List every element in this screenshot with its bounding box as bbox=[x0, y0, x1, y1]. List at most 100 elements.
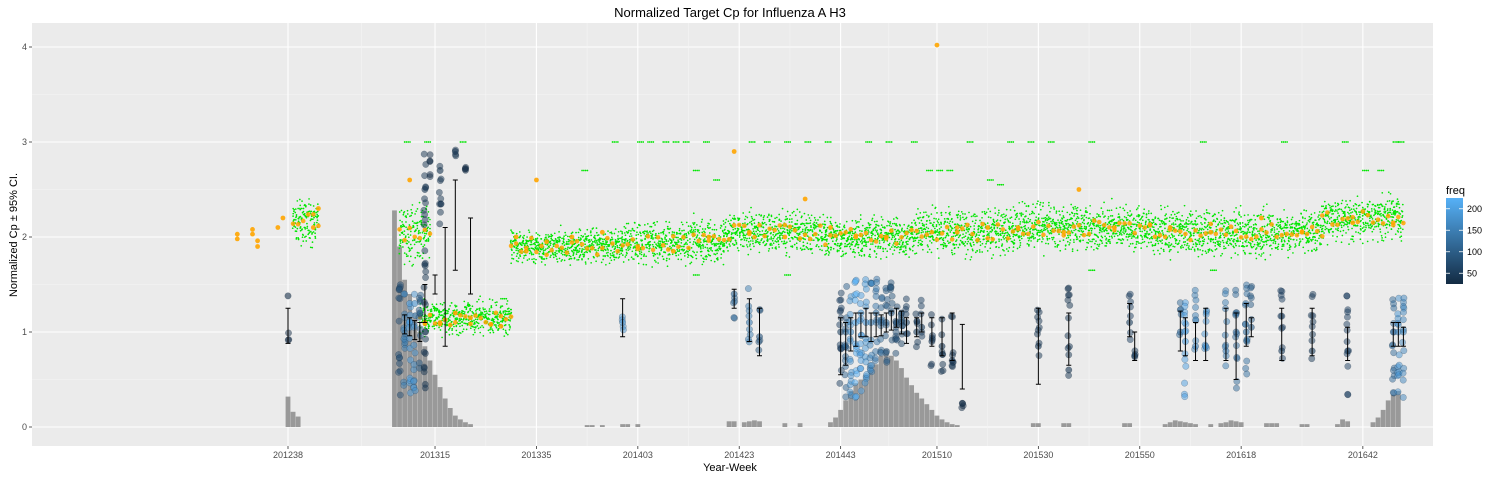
run-point bbox=[1140, 234, 1143, 237]
run-point bbox=[294, 218, 297, 221]
run-point bbox=[750, 206, 752, 209]
run-point bbox=[761, 222, 764, 225]
run-point bbox=[925, 220, 928, 222]
run-point bbox=[580, 238, 582, 241]
run-point bbox=[993, 221, 996, 224]
run-point bbox=[976, 215, 978, 217]
run-point bbox=[472, 333, 475, 336]
run-point bbox=[1186, 216, 1189, 219]
run-point bbox=[433, 327, 436, 330]
run-point bbox=[1076, 213, 1079, 215]
run-point bbox=[423, 244, 426, 246]
run-point bbox=[299, 227, 302, 229]
run-point bbox=[439, 329, 442, 331]
run-point bbox=[945, 234, 948, 237]
run-point bbox=[891, 222, 894, 225]
run-point bbox=[1101, 230, 1103, 233]
frequency-bar bbox=[924, 404, 930, 427]
run-point bbox=[405, 235, 407, 237]
run-point bbox=[412, 263, 415, 266]
run-point bbox=[677, 239, 679, 242]
run-point bbox=[596, 242, 599, 244]
run-point bbox=[1120, 233, 1123, 236]
run-point bbox=[727, 220, 730, 223]
run-point bbox=[881, 226, 884, 229]
run-point bbox=[428, 319, 430, 322]
run-point bbox=[314, 228, 317, 231]
run-point bbox=[955, 243, 958, 246]
run-point bbox=[961, 212, 964, 215]
frequency-bar bbox=[457, 419, 463, 427]
run-point bbox=[606, 245, 608, 248]
run-point bbox=[1198, 243, 1201, 245]
run-point bbox=[888, 236, 891, 239]
run-point bbox=[1031, 211, 1034, 214]
run-point bbox=[1167, 246, 1170, 248]
run-point bbox=[423, 236, 426, 239]
run-point bbox=[438, 310, 441, 313]
run-point bbox=[417, 240, 419, 243]
run-point bbox=[847, 238, 850, 241]
run-point bbox=[417, 221, 419, 224]
run-point bbox=[1150, 235, 1153, 238]
run-point bbox=[589, 231, 592, 234]
run-point bbox=[567, 240, 570, 243]
run-point bbox=[979, 240, 982, 243]
run-point bbox=[935, 224, 938, 226]
run-point bbox=[778, 213, 781, 216]
run-point bbox=[769, 238, 771, 240]
run-point bbox=[314, 235, 317, 238]
run-point bbox=[824, 223, 827, 226]
run-point bbox=[947, 205, 950, 208]
run-point bbox=[510, 311, 513, 314]
run-point bbox=[651, 252, 654, 254]
run-point bbox=[725, 241, 728, 244]
run-point bbox=[431, 325, 434, 328]
run-point bbox=[995, 241, 997, 243]
run-point bbox=[463, 311, 466, 313]
run-point bbox=[1023, 221, 1026, 223]
run-point bbox=[314, 237, 317, 239]
run-point bbox=[749, 243, 752, 246]
run-point bbox=[409, 234, 412, 236]
run-point bbox=[813, 228, 816, 230]
run-point bbox=[1193, 232, 1195, 234]
run-point bbox=[488, 308, 491, 310]
run-point bbox=[487, 329, 490, 332]
run-point bbox=[1160, 225, 1162, 228]
run-point bbox=[984, 212, 987, 215]
run-point bbox=[592, 244, 595, 246]
run-point bbox=[730, 219, 732, 222]
run-point bbox=[1193, 223, 1196, 225]
run-point bbox=[818, 230, 821, 232]
run-point bbox=[1069, 239, 1072, 241]
run-point bbox=[1223, 247, 1225, 250]
run-point bbox=[1133, 217, 1135, 220]
run-point bbox=[495, 315, 497, 318]
run-point bbox=[747, 240, 750, 243]
run-point bbox=[598, 243, 601, 246]
frequency-bar bbox=[1238, 422, 1244, 427]
run-point bbox=[590, 239, 593, 241]
run-point bbox=[775, 241, 778, 243]
run-point bbox=[445, 331, 448, 334]
run-point bbox=[1123, 215, 1126, 218]
run-point bbox=[925, 226, 928, 229]
run-point bbox=[1197, 255, 1200, 258]
run-point bbox=[1029, 218, 1032, 221]
run-point bbox=[867, 229, 869, 232]
run-point bbox=[1129, 242, 1132, 245]
run-point bbox=[504, 323, 507, 326]
run-point bbox=[1058, 233, 1060, 235]
run-point bbox=[1185, 225, 1188, 228]
run-point bbox=[640, 257, 643, 260]
run-point bbox=[1221, 239, 1224, 242]
run-point bbox=[755, 225, 758, 228]
run-point bbox=[940, 223, 943, 225]
run-point bbox=[495, 325, 497, 327]
run-point bbox=[793, 243, 796, 246]
run-point bbox=[722, 263, 725, 266]
run-point bbox=[621, 236, 624, 238]
run-point bbox=[1057, 243, 1060, 246]
run-point bbox=[777, 239, 780, 242]
